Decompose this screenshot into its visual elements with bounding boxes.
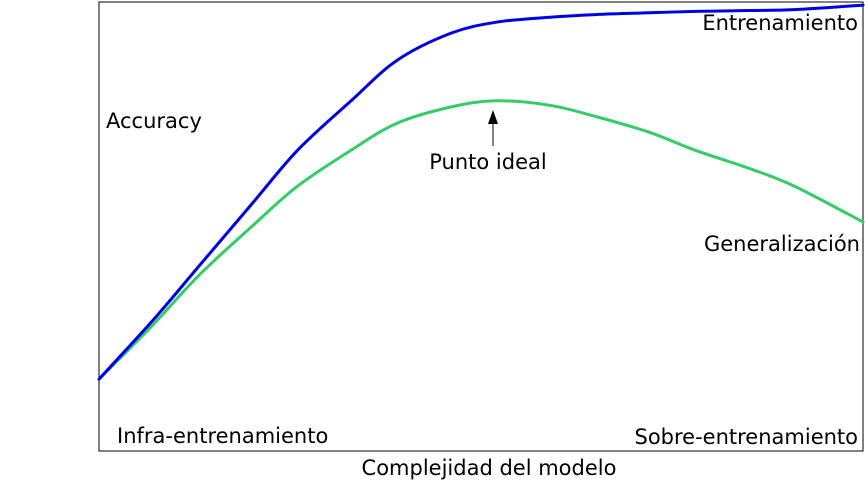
x-axis-label: Complejidad del modelo [362, 456, 617, 480]
plot-frame [98, 1, 864, 452]
region-label-overfitting: Sobre-entrenamiento [634, 425, 858, 449]
series-label-training: Entrenamiento [702, 11, 858, 35]
curves [97, 3, 865, 381]
training-curve [97, 3, 865, 381]
series-label-generalization: Generalización [704, 232, 860, 256]
ideal-point-label: Punto ideal [429, 150, 546, 174]
ideal-point-arrow [488, 110, 498, 146]
generalization-curve [97, 99, 865, 381]
arrow-head [488, 110, 498, 124]
y-axis-label: Accuracy [106, 109, 202, 133]
region-label-underfitting: Infra-entrenamiento [117, 424, 328, 448]
